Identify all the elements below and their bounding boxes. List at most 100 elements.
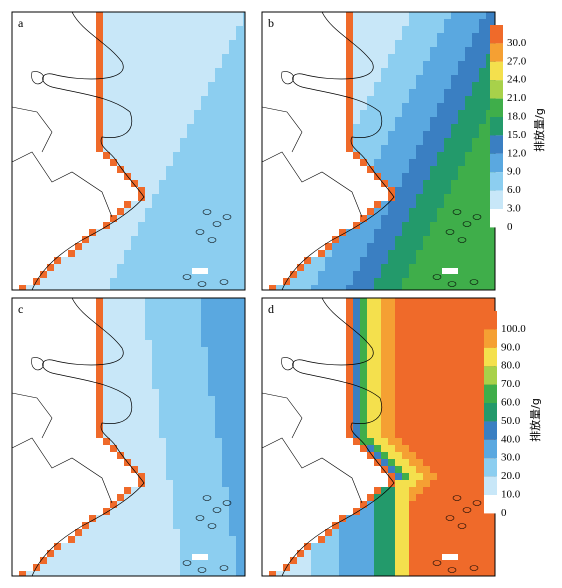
grid-cell	[243, 96, 245, 103]
grid-cell	[208, 529, 215, 536]
grid-cell	[374, 285, 381, 290]
grid-cell	[194, 131, 201, 138]
grid-cell	[68, 536, 75, 543]
grid-cell	[215, 403, 222, 410]
grid-cell	[173, 82, 180, 89]
grid-cell	[353, 424, 360, 431]
grid-cell	[243, 229, 245, 236]
grid-cell	[96, 12, 103, 19]
grid-cell	[367, 96, 374, 103]
grid-cell	[152, 403, 159, 410]
grid-cell	[152, 54, 159, 61]
grid-cell	[145, 166, 152, 173]
grid-cell	[110, 536, 117, 543]
grid-cell	[187, 250, 194, 257]
grid-cell	[451, 19, 458, 26]
grid-cell	[215, 375, 222, 382]
grid-cell	[437, 33, 444, 40]
grid-cell	[145, 145, 152, 152]
grid-cell	[409, 312, 416, 319]
grid-cell	[187, 340, 194, 347]
grid-cell	[96, 271, 103, 278]
grid-cell	[304, 564, 311, 571]
grid-cell	[222, 396, 229, 403]
grid-cell	[472, 61, 479, 68]
grid-cell	[346, 389, 353, 396]
grid-cell	[243, 333, 245, 340]
grid-cell	[236, 96, 243, 103]
grid-cell	[374, 487, 381, 494]
grid-cell	[124, 278, 131, 285]
grid-cell	[409, 347, 416, 354]
grid-cell	[374, 138, 381, 145]
grid-cell	[374, 361, 381, 368]
coastline	[31, 297, 145, 577]
grid-cell	[381, 12, 388, 19]
grid-cell	[388, 452, 395, 459]
grid-cell	[360, 61, 367, 68]
grid-cell	[229, 82, 236, 89]
grid-cell	[110, 33, 117, 40]
grid-cell	[297, 571, 304, 576]
grid-cell	[229, 396, 236, 403]
grid-cell	[187, 12, 194, 19]
grid-cell	[208, 452, 215, 459]
grid-cell	[61, 571, 68, 576]
grid-cell	[451, 89, 458, 96]
legend-swatch	[490, 61, 503, 81]
grid-cell	[138, 194, 145, 201]
grid-cell	[166, 473, 173, 480]
grid-cell	[96, 557, 103, 564]
grid-cell	[131, 438, 138, 445]
grid-cell	[124, 145, 131, 152]
grid-cell	[395, 403, 402, 410]
grid-cell	[243, 298, 245, 305]
grid-cell	[444, 68, 451, 75]
grid-cell	[374, 61, 381, 68]
grid-cell	[374, 417, 381, 424]
grid-cell	[381, 340, 388, 347]
grid-cell	[201, 61, 208, 68]
grid-cell	[236, 124, 243, 131]
grid-cell	[180, 403, 187, 410]
panel-label: b	[268, 16, 274, 30]
grid-cell	[346, 368, 353, 375]
grid-cell	[402, 564, 409, 571]
grid-cell	[117, 75, 124, 82]
grid-cell	[444, 124, 451, 131]
grid-cell	[159, 361, 166, 368]
grid-cell	[465, 515, 472, 522]
grid-cell	[194, 271, 201, 278]
grid-cell	[381, 33, 388, 40]
grid-cell	[479, 487, 486, 494]
grid-cell	[444, 243, 451, 250]
grid-cell	[173, 173, 180, 180]
grid-cell	[402, 340, 409, 347]
grid-cell	[173, 557, 180, 564]
grid-cell	[236, 487, 243, 494]
grid-cell	[236, 480, 243, 487]
grid-cell	[472, 529, 479, 536]
grid-cell	[423, 159, 430, 166]
grid-cell	[451, 368, 458, 375]
grid-cell	[444, 557, 451, 564]
grid-cell	[96, 82, 103, 89]
grid-cell	[243, 250, 245, 257]
grid-cell	[222, 494, 229, 501]
grid-cell	[229, 166, 236, 173]
grid-cell	[96, 33, 103, 40]
grid-cell	[96, 124, 103, 131]
grid-cell	[381, 19, 388, 26]
grid-cell	[222, 103, 229, 110]
grid-cell	[353, 82, 360, 89]
grid-cell	[243, 494, 245, 501]
grid-cell	[208, 354, 215, 361]
grid-cell	[194, 312, 201, 319]
island	[182, 274, 192, 280]
grid-cell	[409, 326, 416, 333]
grid-cell	[409, 103, 416, 110]
grid-cell	[159, 208, 166, 215]
grid-cell	[388, 54, 395, 61]
grid-cell	[173, 208, 180, 215]
grid-cell	[138, 473, 145, 480]
